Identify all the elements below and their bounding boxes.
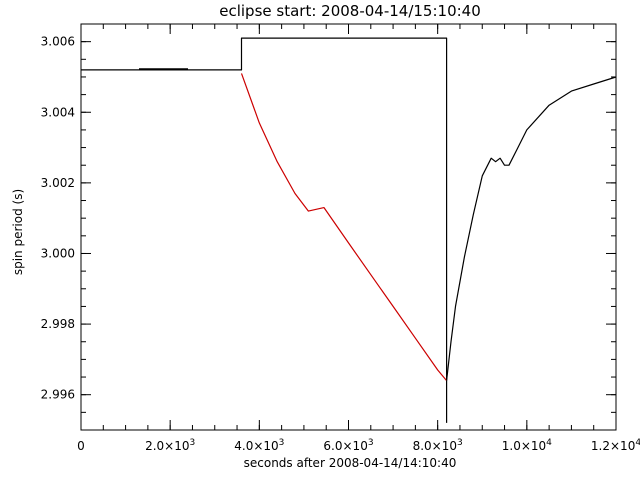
series-line-1 (81, 37, 448, 423)
y-tick-label: 3.006 (41, 35, 75, 49)
series-line-4 (446, 76, 617, 381)
x-tick-label: 8.0×103 (413, 438, 463, 453)
x-tick-label: 0 (77, 439, 85, 453)
x-axis-label: seconds after 2008-04-14/14:10:40 (244, 456, 457, 470)
x-tick-label: 2.0×103 (145, 438, 195, 453)
y-tick-label: 3.002 (41, 176, 75, 190)
y-tick-label: 2.998 (41, 317, 75, 331)
series-line-3 (240, 73, 448, 381)
chart-title: eclipse start: 2008-04-14/15:10:40 (219, 2, 481, 20)
x-tick-label: 1.0×104 (502, 438, 552, 453)
data-series (81, 37, 617, 423)
x-tick-label: 4.0×103 (234, 438, 284, 453)
x-tick-label: 6.0×103 (323, 438, 373, 453)
y-tick-label: 3.000 (41, 246, 75, 260)
y-tick-label: 3.004 (41, 105, 75, 119)
plot-frame (80, 23, 617, 431)
x-tick-label: 1.2×104 (591, 438, 640, 453)
y-axis-label: spin period (s) (11, 189, 25, 275)
y-tick-label: 2.996 (41, 388, 75, 402)
tick-marks: 0 2.0×103 4.0×103 6.0×103 8.0×103 1.0×104 1.2×… (41, 23, 640, 453)
